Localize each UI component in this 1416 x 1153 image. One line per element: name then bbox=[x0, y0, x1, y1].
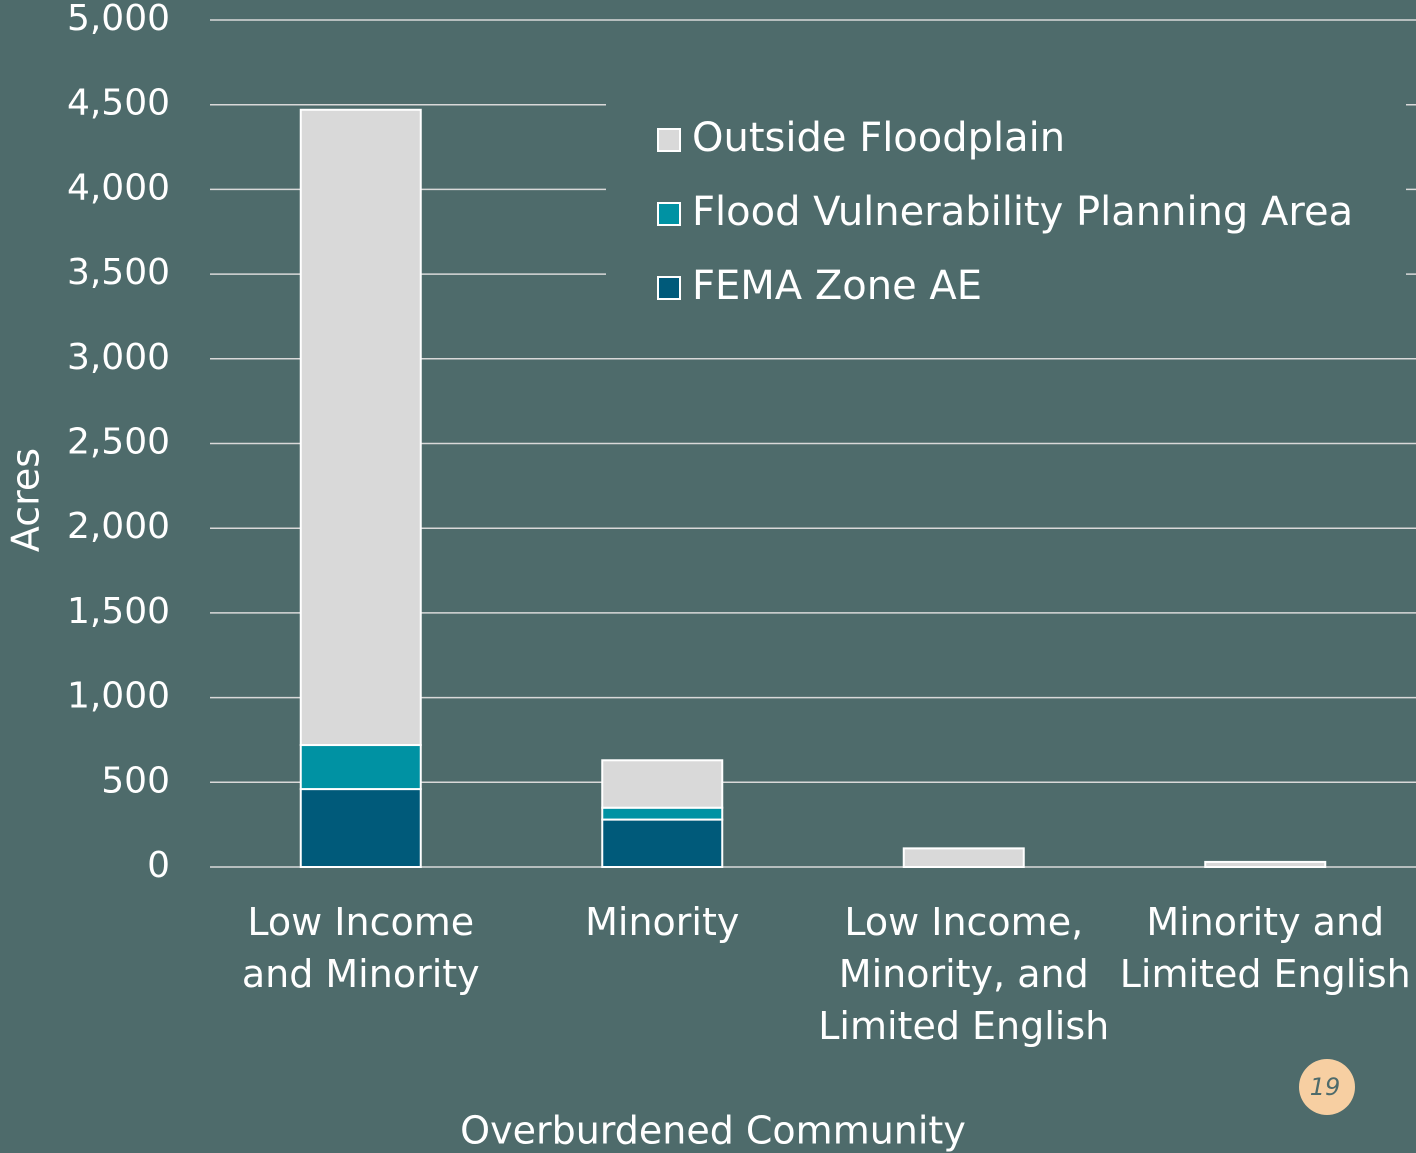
x-tick-label: Minority and Limited English bbox=[1119, 900, 1411, 996]
legend-label: Outside Floodplain bbox=[692, 115, 1065, 161]
bar-segment bbox=[601, 759, 724, 809]
x-tick-label: Low Income, Minority, and Limited Englis… bbox=[818, 900, 1110, 1048]
bar-segment bbox=[299, 744, 422, 791]
legend-swatch bbox=[657, 202, 681, 226]
legend-swatch bbox=[657, 128, 681, 152]
y-tick-label: 3,500 bbox=[67, 252, 170, 293]
y-axis-title: Acres bbox=[4, 448, 48, 552]
x-axis-title: Overburdened Community bbox=[460, 1109, 966, 1153]
y-tick-label: 0 bbox=[147, 845, 170, 886]
legend-label: Flood Vulnerability Planning Area bbox=[692, 189, 1353, 235]
y-tick-label: 1,500 bbox=[67, 591, 170, 632]
page-number: 19 bbox=[1310, 1073, 1341, 1101]
bar-segment bbox=[902, 847, 1025, 869]
y-tick-label: 4,500 bbox=[67, 83, 170, 124]
y-tick-label: 3,000 bbox=[67, 337, 170, 378]
bar-segment bbox=[1204, 860, 1327, 869]
legend-swatch bbox=[657, 276, 681, 300]
x-tick-label: Low Income and Minority bbox=[241, 900, 480, 996]
y-tick-label: 500 bbox=[101, 760, 170, 801]
bar-segment bbox=[299, 788, 422, 868]
page-badge bbox=[1299, 1059, 1355, 1115]
bar-segment bbox=[601, 818, 724, 868]
y-tick-label: 1,000 bbox=[67, 676, 170, 717]
y-tick-label: 2,000 bbox=[67, 506, 170, 547]
bar-segment bbox=[299, 108, 422, 747]
y-tick-label: 2,500 bbox=[67, 422, 170, 463]
legend-box bbox=[606, 95, 1406, 325]
y-tick-label: 5,000 bbox=[67, 0, 170, 39]
legend-label: FEMA Zone AE bbox=[692, 263, 982, 309]
x-tick-label: Minority bbox=[585, 900, 740, 944]
bar-segment bbox=[601, 806, 724, 821]
y-tick-label: 4,000 bbox=[67, 167, 170, 208]
